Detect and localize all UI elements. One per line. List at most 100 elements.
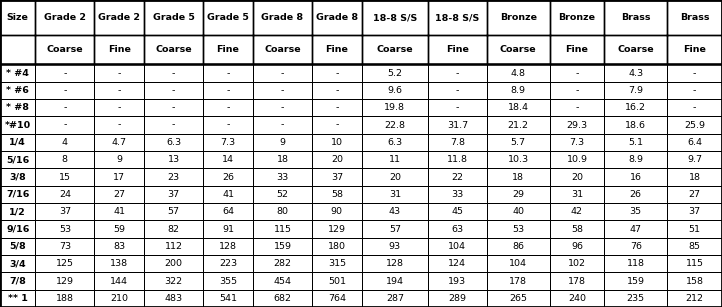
Text: 115: 115 xyxy=(274,224,292,234)
Text: 3/4: 3/4 xyxy=(9,259,26,268)
Bar xyxy=(487,99,549,116)
Text: -: - xyxy=(335,69,339,78)
Bar xyxy=(667,151,722,169)
Bar xyxy=(667,99,722,116)
Text: 124: 124 xyxy=(448,259,466,268)
Text: 282: 282 xyxy=(274,259,292,268)
Bar xyxy=(549,64,604,82)
Text: 18: 18 xyxy=(689,173,700,181)
Text: 4.7: 4.7 xyxy=(112,138,127,147)
Text: 37: 37 xyxy=(58,207,71,216)
Text: 33: 33 xyxy=(277,173,289,181)
Bar xyxy=(35,64,95,82)
Text: * #4: * #4 xyxy=(6,69,29,78)
Bar xyxy=(95,134,144,151)
Bar xyxy=(312,82,362,99)
Text: 115: 115 xyxy=(686,259,704,268)
Bar xyxy=(0,220,35,238)
Text: 85: 85 xyxy=(689,242,700,251)
Bar xyxy=(428,186,487,203)
Bar xyxy=(428,134,487,151)
Bar xyxy=(203,116,253,134)
Bar xyxy=(95,272,144,290)
Text: -: - xyxy=(335,121,339,130)
Bar xyxy=(487,203,549,220)
Text: 17: 17 xyxy=(113,173,125,181)
Bar xyxy=(0,64,35,82)
Text: 64: 64 xyxy=(222,207,234,216)
Text: Grade 2: Grade 2 xyxy=(98,13,140,22)
Text: -: - xyxy=(118,86,121,95)
Text: -: - xyxy=(118,121,121,130)
Bar xyxy=(95,203,144,220)
Text: Fine: Fine xyxy=(326,45,348,54)
Bar xyxy=(144,116,203,134)
Bar xyxy=(667,116,722,134)
Bar xyxy=(428,99,487,116)
Bar xyxy=(487,255,549,272)
Text: 41: 41 xyxy=(222,190,234,199)
Bar xyxy=(312,134,362,151)
Text: 8.9: 8.9 xyxy=(510,86,526,95)
Bar xyxy=(203,238,253,255)
Text: -: - xyxy=(118,69,121,78)
Bar xyxy=(203,82,253,99)
Text: 1/2: 1/2 xyxy=(9,207,26,216)
Text: 128: 128 xyxy=(219,242,237,251)
Bar xyxy=(362,151,428,169)
Bar xyxy=(667,238,722,255)
Text: -: - xyxy=(64,69,66,78)
Text: 91: 91 xyxy=(222,224,234,234)
Bar xyxy=(144,238,203,255)
Text: 6.3: 6.3 xyxy=(387,138,402,147)
Bar xyxy=(95,64,144,82)
Text: 483: 483 xyxy=(165,294,183,303)
Bar xyxy=(428,272,487,290)
Text: 5.2: 5.2 xyxy=(387,69,402,78)
Bar xyxy=(95,99,144,116)
Text: 212: 212 xyxy=(686,294,704,303)
Text: 21.2: 21.2 xyxy=(508,121,529,130)
Bar xyxy=(362,82,428,99)
Bar xyxy=(95,255,144,272)
Bar xyxy=(428,35,487,64)
Text: 18: 18 xyxy=(277,155,288,164)
Text: 22: 22 xyxy=(451,173,464,181)
Text: 27: 27 xyxy=(689,190,700,199)
Text: 180: 180 xyxy=(328,242,346,251)
Bar xyxy=(95,116,144,134)
Bar xyxy=(0,116,35,134)
Text: 20: 20 xyxy=(571,173,583,181)
Bar xyxy=(604,116,667,134)
Text: 80: 80 xyxy=(277,207,288,216)
Text: 210: 210 xyxy=(110,294,129,303)
Text: 22.8: 22.8 xyxy=(384,121,405,130)
Text: 37: 37 xyxy=(331,173,343,181)
Text: 58: 58 xyxy=(331,190,343,199)
Bar xyxy=(549,116,604,134)
Text: 37: 37 xyxy=(689,207,700,216)
Text: 18-8 S/S: 18-8 S/S xyxy=(435,13,479,22)
Text: -: - xyxy=(172,103,175,112)
Bar xyxy=(667,35,722,64)
Text: * #8: * #8 xyxy=(6,103,29,112)
Bar xyxy=(487,116,549,134)
Bar xyxy=(253,99,312,116)
Text: 90: 90 xyxy=(331,207,343,216)
Text: 58: 58 xyxy=(571,224,583,234)
Text: 23: 23 xyxy=(168,173,180,181)
Text: -: - xyxy=(64,103,66,112)
Bar xyxy=(144,35,203,64)
Text: Grade 8: Grade 8 xyxy=(316,13,358,22)
Text: -: - xyxy=(172,69,175,78)
Text: 31.7: 31.7 xyxy=(447,121,468,130)
Text: 235: 235 xyxy=(627,294,645,303)
Bar xyxy=(203,203,253,220)
Bar xyxy=(667,169,722,186)
Bar xyxy=(0,272,35,290)
Bar xyxy=(428,64,487,82)
Bar xyxy=(0,99,35,116)
Bar xyxy=(253,255,312,272)
Text: 129: 129 xyxy=(56,277,74,286)
Bar xyxy=(312,220,362,238)
